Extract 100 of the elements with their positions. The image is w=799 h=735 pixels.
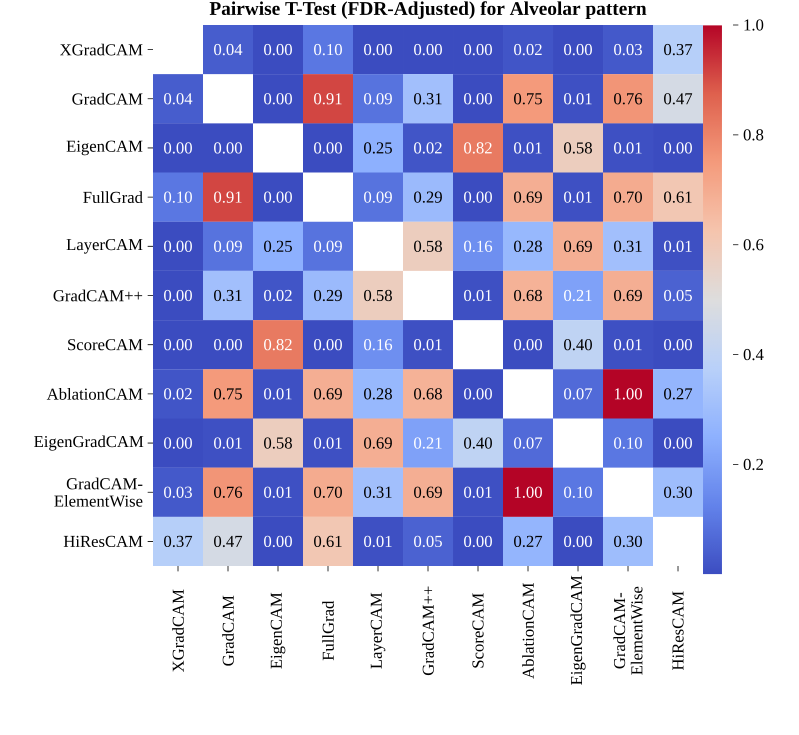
y-tick-label: HiResCAM [64, 536, 142, 548]
data-label: 0.21 [414, 437, 442, 449]
data-label: 0.05 [414, 536, 442, 548]
data-label: 0.02 [264, 290, 292, 302]
color-bar-label: 0.8 [744, 129, 764, 141]
data-label: 0.02 [164, 388, 192, 400]
color-bar-label: 0.6 [744, 239, 764, 250]
color-bar-label: 0.4 [744, 348, 764, 360]
data-label: 0.00 [214, 339, 242, 350]
data-label: 0.01 [514, 142, 542, 154]
x-tick-label: HiResCAM [672, 591, 684, 670]
data-label: 0.69 [364, 437, 392, 449]
data-label: 0.01 [464, 486, 492, 498]
color-bar-label: 1.0 [744, 19, 764, 31]
data-label: 0.10 [614, 437, 642, 449]
data-label: 0.00 [664, 437, 692, 449]
y-tick-label: FullGrad [83, 191, 143, 204]
data-label: 0.47 [664, 93, 692, 104]
data-label: 0.16 [464, 240, 492, 252]
data-label: 0.58 [264, 437, 292, 449]
data-label: 0.00 [414, 44, 442, 56]
data-label: 0.00 [464, 388, 492, 400]
x-tick-label: FullGrad [322, 600, 334, 660]
data-label: 0.25 [364, 142, 392, 154]
data-label: 0.82 [464, 142, 492, 154]
data-label: 0.01 [214, 437, 242, 449]
data-label: 0.01 [564, 191, 592, 203]
data-label: 1.00 [614, 388, 642, 400]
data-label: 0.00 [664, 339, 692, 350]
data-label: 0.00 [564, 536, 592, 548]
data-label: 0.31 [614, 240, 642, 252]
y-tick-label: LayerCAM [66, 238, 142, 254]
data-label: 0.03 [614, 44, 642, 56]
data-label: 0.70 [614, 191, 642, 203]
data-label: 0.69 [564, 240, 592, 252]
data-label: 0.00 [164, 142, 192, 154]
data-label: 0.69 [414, 486, 442, 498]
data-label: 0.00 [164, 339, 192, 350]
data-label: 0.00 [514, 339, 542, 350]
data-label: 0.30 [614, 536, 642, 548]
data-label: 1.00 [514, 486, 542, 498]
data-label: 0.05 [664, 290, 692, 302]
data-label: 0.00 [164, 437, 192, 449]
data-label: 0.00 [464, 191, 492, 203]
data-label: 0.09 [214, 240, 242, 252]
data-label: 0.37 [664, 44, 692, 56]
data-label: 0.25 [264, 240, 292, 252]
x-tick-label: GradCAM++ [422, 586, 434, 676]
data-label: 0.04 [214, 44, 242, 56]
data-label: 0.29 [314, 290, 342, 302]
x-tick-label: GradCAM [222, 596, 234, 666]
data-label: 0.01 [314, 437, 342, 449]
data-label: 0.03 [164, 486, 192, 498]
x-tick-label: AblationCAM [522, 583, 534, 679]
data-label: 0.00 [464, 44, 492, 56]
data-label: 0.01 [264, 388, 292, 400]
y-tick-label: ScoreCAM [68, 339, 142, 350]
data-label: 0.27 [514, 536, 542, 548]
data-label: 0.58 [364, 290, 392, 302]
y-tick-label: GradCAM-ElementWise [54, 478, 142, 507]
data-label: 0.00 [314, 142, 342, 154]
data-label: 0.01 [564, 93, 592, 104]
data-label: 0.76 [614, 93, 642, 104]
color-bar-label: 0.2 [744, 458, 763, 470]
data-label: 0.01 [614, 142, 642, 154]
data-label: 0.28 [514, 240, 542, 252]
data-label: 0.01 [664, 240, 692, 252]
data-label: 0.47 [214, 536, 242, 548]
data-label: 0.58 [414, 240, 442, 252]
data-label: 0.00 [564, 44, 592, 56]
x-tick-label: LayerCAM [370, 592, 386, 669]
data-label: 0.00 [364, 44, 392, 56]
x-tick-label: ScoreCAM [472, 593, 484, 668]
data-label: 0.82 [264, 339, 292, 350]
data-label: 0.01 [414, 339, 442, 350]
data-label: 0.76 [214, 486, 242, 498]
data-label: 0.02 [414, 142, 442, 154]
data-label: 0.30 [664, 486, 692, 498]
data-label: 0.31 [414, 93, 442, 104]
data-label: 0.00 [464, 93, 492, 104]
data-label: 0.07 [564, 388, 592, 400]
data-label: 0.75 [214, 388, 242, 400]
data-label: 0.27 [664, 388, 692, 400]
data-label: 0.40 [564, 339, 592, 350]
data-label: 0.31 [364, 486, 392, 498]
y-tick-label: EigenGradCAM [34, 435, 144, 451]
data-label: 0.00 [264, 191, 292, 203]
data-label: 0.16 [364, 339, 392, 350]
data-label: 0.58 [564, 142, 592, 154]
data-label: 0.10 [564, 486, 592, 498]
data-label: 0.91 [314, 93, 342, 104]
data-label: 0.40 [464, 437, 492, 449]
data-label: 0.61 [314, 536, 342, 548]
data-label: 0.09 [314, 240, 342, 252]
data-label: 0.21 [564, 290, 592, 302]
data-label: 0.68 [514, 290, 542, 302]
x-tick-label: EigenGradCAM [570, 576, 586, 685]
data-label: 0.31 [214, 290, 242, 302]
data-label: 0.00 [664, 142, 692, 154]
data-label: 0.75 [514, 93, 542, 104]
